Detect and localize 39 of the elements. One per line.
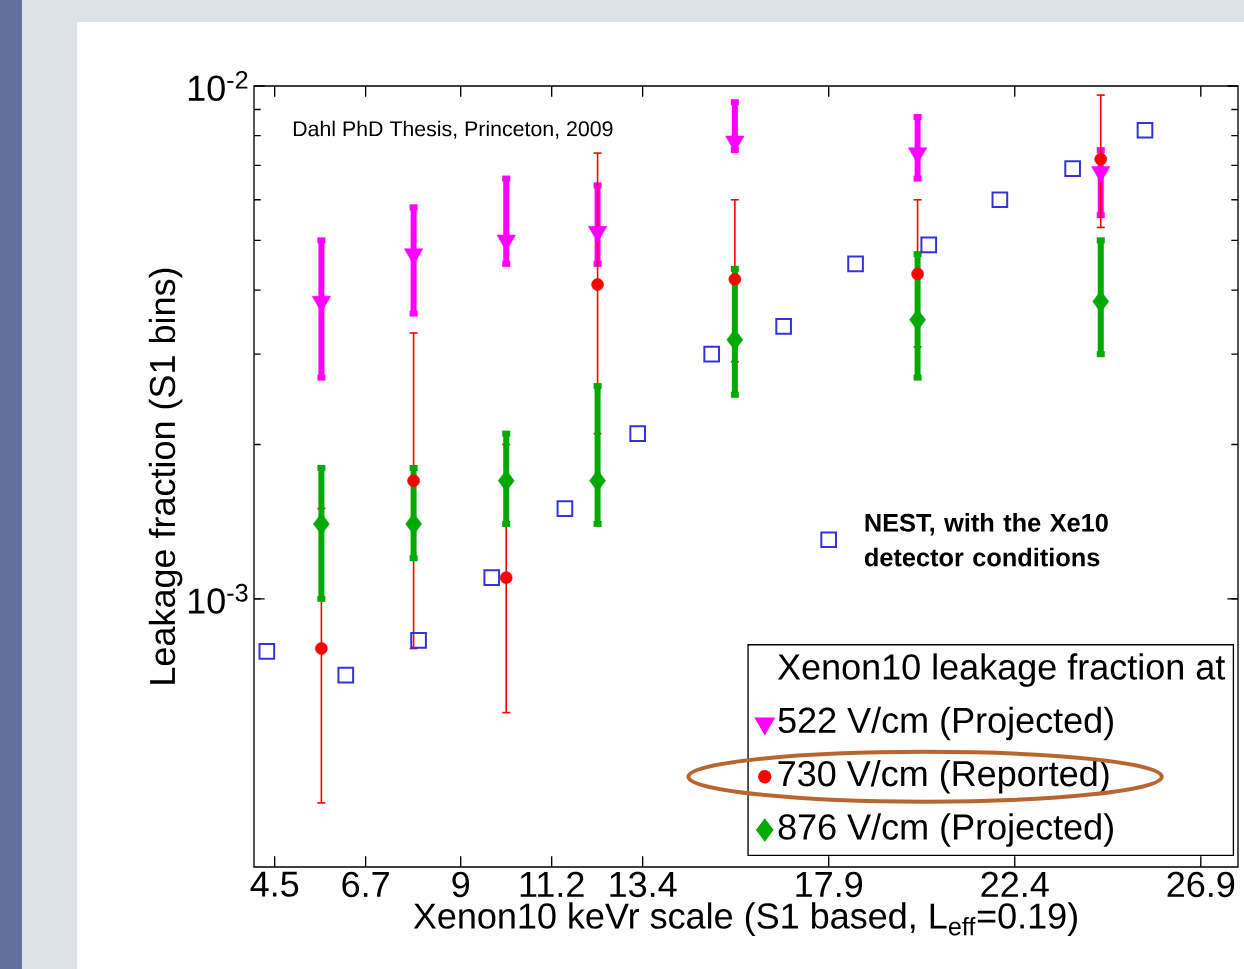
x-tick-label: 26.9	[1167, 871, 1235, 898]
point	[556, 500, 574, 517]
x-tick-label: 22.4	[981, 871, 1049, 897]
point	[775, 317, 792, 335]
point	[337, 666, 355, 684]
point	[591, 278, 604, 291]
x-tick-label: 11.2	[520, 871, 584, 897]
point	[407, 474, 420, 487]
point	[920, 236, 938, 254]
legend-label: 730 V/cm (Reported)	[778, 759, 1109, 794]
point	[1136, 121, 1154, 139]
point	[629, 425, 647, 442]
legend-label: NEST, with the Xe10 detector conditions	[864, 513, 1108, 567]
point	[410, 632, 427, 649]
x-tick-label: 17.9	[796, 871, 863, 898]
annotation: Dahl PhD Thesis, Princeton, 2009	[293, 120, 613, 139]
legend-label: 876 V/cm (Projected)	[778, 813, 1113, 847]
point	[499, 571, 513, 584]
legend-title: Xenon10 leakage fraction at	[777, 653, 1226, 687]
point	[911, 267, 924, 281]
point	[847, 255, 864, 273]
point	[483, 569, 501, 586]
x-tick-label: 4.5	[250, 871, 299, 897]
legend-label: 522 V/cm (Projected)	[778, 706, 1113, 741]
y-axis-title: Leakage fraction (S1 bins)	[148, 268, 183, 684]
x-tick-label: 6.7	[342, 871, 389, 898]
y-tick-label: 10$^{-2}$	[188, 71, 248, 101]
point	[728, 272, 742, 286]
point	[1092, 290, 1110, 313]
x-tick-label: 9	[452, 871, 470, 898]
point	[258, 643, 276, 660]
point	[703, 345, 721, 363]
x-tick-label: 13.4	[610, 871, 677, 898]
x-axis-title: Xenon10 keVr scale (S1 based, L$_{eff}$=0.19)	[413, 902, 1077, 936]
point	[315, 642, 328, 655]
point	[1094, 152, 1108, 166]
y-tick-label: 10$^{-3}$	[188, 583, 248, 614]
point	[991, 191, 1009, 209]
point	[1064, 160, 1081, 177]
